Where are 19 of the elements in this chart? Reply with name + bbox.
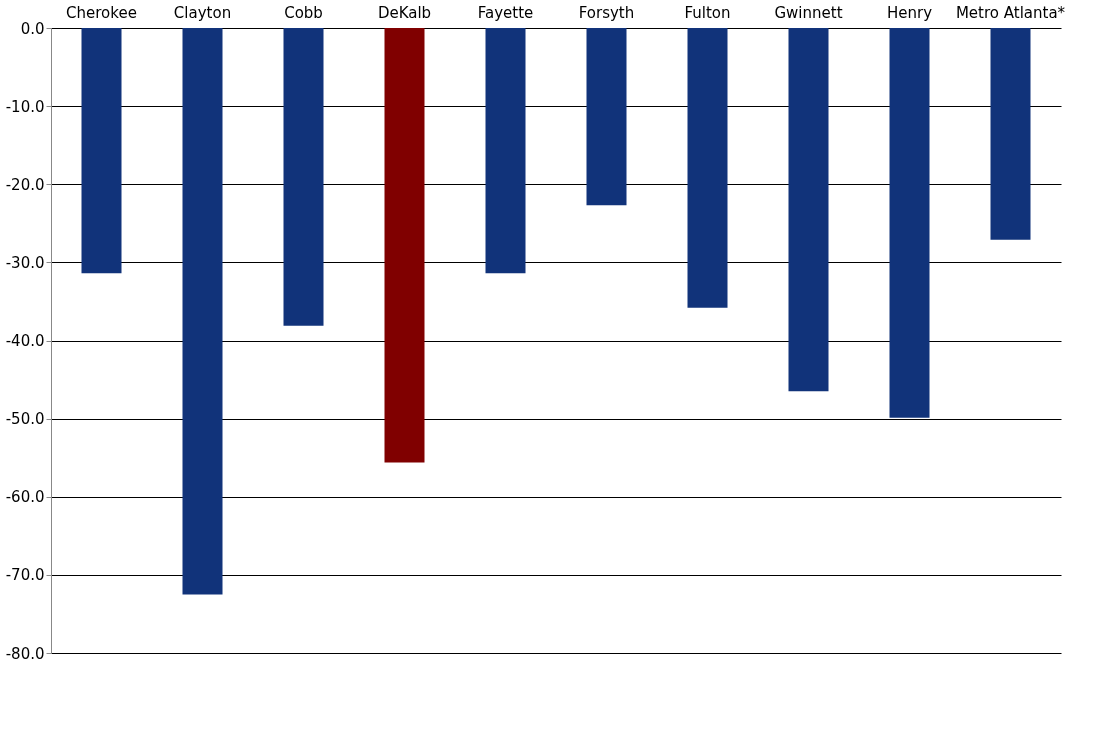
y-tick-label: -30.0 <box>5 253 45 272</box>
y-tick-label: 0.0 <box>20 19 45 38</box>
y-tick-label: -10.0 <box>5 97 45 116</box>
y-tick-label: -70.0 <box>5 566 45 585</box>
y-tick-label: -20.0 <box>5 175 45 194</box>
y-tick-label: -40.0 <box>5 332 45 350</box>
x-tick-label: Fulton <box>684 3 731 22</box>
y-tick-label: -60.0 <box>5 488 45 507</box>
x-tick-label: Fayette <box>477 3 534 22</box>
y-tick-label: -80.0 <box>5 644 45 663</box>
x-tick-label: Gwinnett <box>774 3 843 22</box>
x-tick-label: Forsyth <box>578 3 635 22</box>
x-tick-label: DeKalb <box>377 3 432 22</box>
y-tick-label: -50.0 <box>5 410 45 429</box>
x-tick-label: Cobb <box>284 3 323 22</box>
x-tick-label: Henry <box>886 3 933 22</box>
x-tick-label: Metro Atlanta* <box>955 3 1066 22</box>
x-tick-label: Cherokee <box>66 3 137 22</box>
x-tick-label: Clayton <box>173 3 232 22</box>
